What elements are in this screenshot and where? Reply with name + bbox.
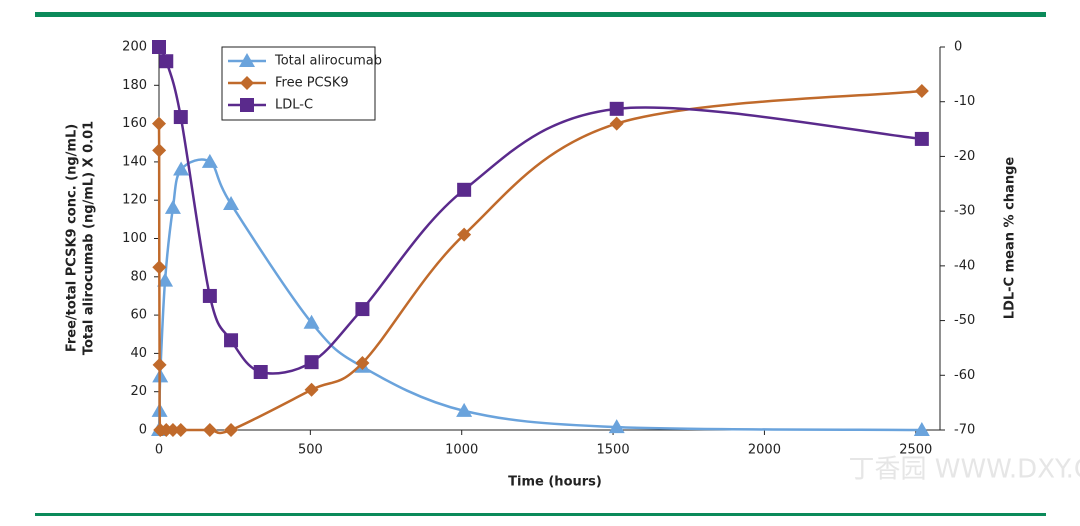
y2-tick-label: -50 [954,313,975,328]
marker [164,199,181,214]
marker [303,314,320,329]
y2-tick-label: -30 [954,204,975,219]
top-rule [35,12,1046,17]
legend-label: Free PCSK9 [275,76,349,91]
y-axis-title: Free/total PCSK9 conc. (ng/mL) [65,124,80,352]
bottom-rule [35,513,1046,516]
marker [609,101,624,116]
marker [355,302,370,317]
y-tick-label: 40 [130,346,147,361]
marker [201,153,218,168]
x-tick-label: 0 [155,443,163,458]
marker [608,419,625,434]
y-tick-label: 80 [130,269,147,284]
marker [304,382,319,397]
y2-axis-title: LDL-C mean % change [1003,157,1018,320]
y-tick-label: 160 [122,116,147,131]
x-axis-title: Time (hours) [508,475,602,490]
marker [914,131,929,146]
x-tick-label: 1500 [597,443,630,458]
marker [355,355,370,370]
y2-tick-label: -70 [954,423,975,438]
marker [152,357,167,372]
marker [165,423,180,437]
legend-label: LDL-C [275,98,313,113]
marker [152,143,167,158]
y-tick-label: 60 [130,308,147,323]
series-line [157,158,922,432]
marker [152,260,167,275]
y-tick-label: 100 [122,231,147,246]
marker [456,402,473,417]
x-tick-label: 2500 [899,443,932,458]
marker [224,423,239,437]
marker [304,355,319,370]
legend-label: Total alirocumab [274,54,382,69]
marker [173,110,188,125]
y-tick-label: 20 [130,384,147,399]
marker [202,423,217,437]
y2-tick-label: 0 [954,40,962,55]
marker [457,182,472,197]
marker [223,196,240,211]
y2-tick-label: -20 [954,149,975,164]
y-tick-label: 180 [122,78,147,93]
marker [609,116,624,131]
marker [457,227,472,242]
marker [159,54,174,69]
marker [152,40,166,54]
marker [253,365,268,380]
y-axis-title: Total alirocumab (ng/mL) X 0.01 [82,121,97,355]
legend-marker [240,76,254,90]
legend-marker [240,98,254,112]
y-tick-label: 0 [139,423,147,438]
y-tick-label: 140 [122,154,147,169]
marker [173,423,188,437]
series-line [157,89,922,437]
watermark: 丁香园 WWW.DXY.CN [849,455,1080,485]
marker [224,333,239,348]
marker [914,84,929,99]
y2-tick-label: -10 [954,94,975,109]
marker [152,116,166,131]
y-tick-label: 200 [122,40,147,55]
x-tick-label: 500 [298,443,323,458]
x-tick-label: 1000 [445,443,478,458]
marker [202,288,217,303]
x-tick-label: 2000 [748,443,781,458]
y2-tick-label: -60 [954,368,975,383]
legend-marker [239,53,255,67]
marker [913,422,930,436]
y-tick-label: 120 [122,193,147,208]
marker [173,161,190,176]
marker [157,272,174,287]
y2-tick-label: -40 [954,258,975,273]
